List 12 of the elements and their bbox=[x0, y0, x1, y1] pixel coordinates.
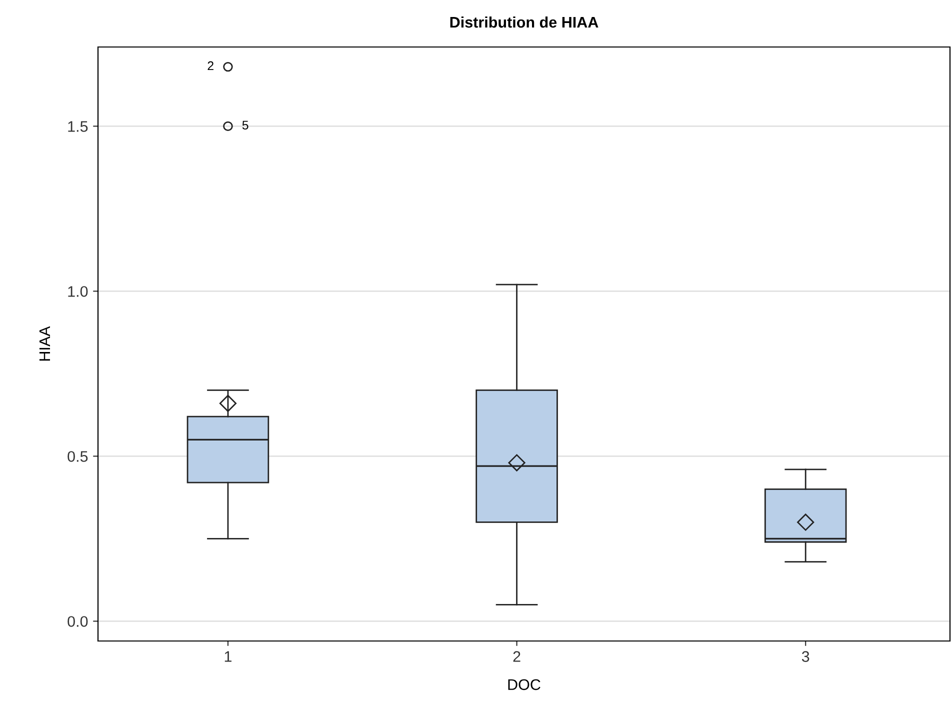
annotation: 5 bbox=[242, 120, 248, 130]
y-axis-title: HIAA bbox=[39, 326, 50, 361]
y-tick-label: 1.5 bbox=[68, 121, 88, 132]
y-tick-label: 1.0 bbox=[68, 286, 88, 297]
x-tick-label: 1 bbox=[224, 651, 232, 662]
x-tick-label: 3 bbox=[802, 651, 810, 662]
chart-title: Distribution de HIAA bbox=[450, 16, 598, 28]
x-tick-label: 2 bbox=[513, 651, 520, 662]
annotation: 2 bbox=[208, 61, 214, 70]
x-axis-title: DOC bbox=[508, 679, 540, 690]
y-tick-label: 0.0 bbox=[68, 616, 88, 627]
y-tick-label: 0.5 bbox=[68, 451, 88, 462]
